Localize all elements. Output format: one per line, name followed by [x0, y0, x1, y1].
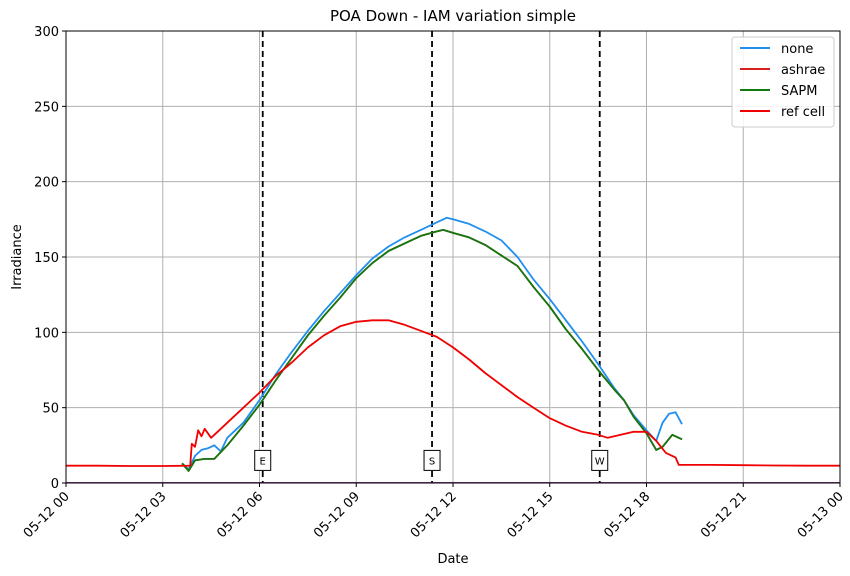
grid — [66, 31, 840, 483]
legend-frame — [731, 36, 835, 128]
series-lines — [66, 216, 840, 483]
marker-box-S — [423, 449, 441, 471]
y-tick-label: 0 — [51, 477, 59, 492]
y-tick-label: 100 — [34, 326, 59, 341]
marker-label-W: W — [595, 456, 605, 467]
y-tick-label: 200 — [34, 176, 59, 191]
y-axis: 0 50 100 150 200 250 300 — [34, 25, 66, 492]
series-line-ref-cell — [66, 319, 840, 467]
marker-box-W — [591, 449, 609, 471]
x-axis-title: Date — [437, 552, 468, 567]
marker-label-E: E — [260, 456, 266, 467]
legend-label: ashrae — [781, 63, 825, 78]
legend-label: SAPM — [781, 84, 817, 99]
y-tick-label: 150 — [34, 251, 59, 266]
y-tick-label: 250 — [34, 100, 59, 115]
marker-label-S: S — [429, 456, 435, 467]
y-tick-label: 300 — [34, 25, 59, 40]
series-line-sapm — [181, 229, 683, 472]
marker-box-E — [254, 449, 272, 471]
y-tick-label: 50 — [42, 402, 59, 417]
y-axis-title: Irradiance — [10, 224, 25, 289]
chart-title: POA Down - IAM variation simple — [330, 7, 576, 25]
legend-label: none — [781, 42, 813, 57]
legend: none ashrae SAPM ref cell — [731, 36, 835, 128]
legend-label: ref cell — [781, 105, 825, 120]
marker-lines — [261, 31, 601, 483]
